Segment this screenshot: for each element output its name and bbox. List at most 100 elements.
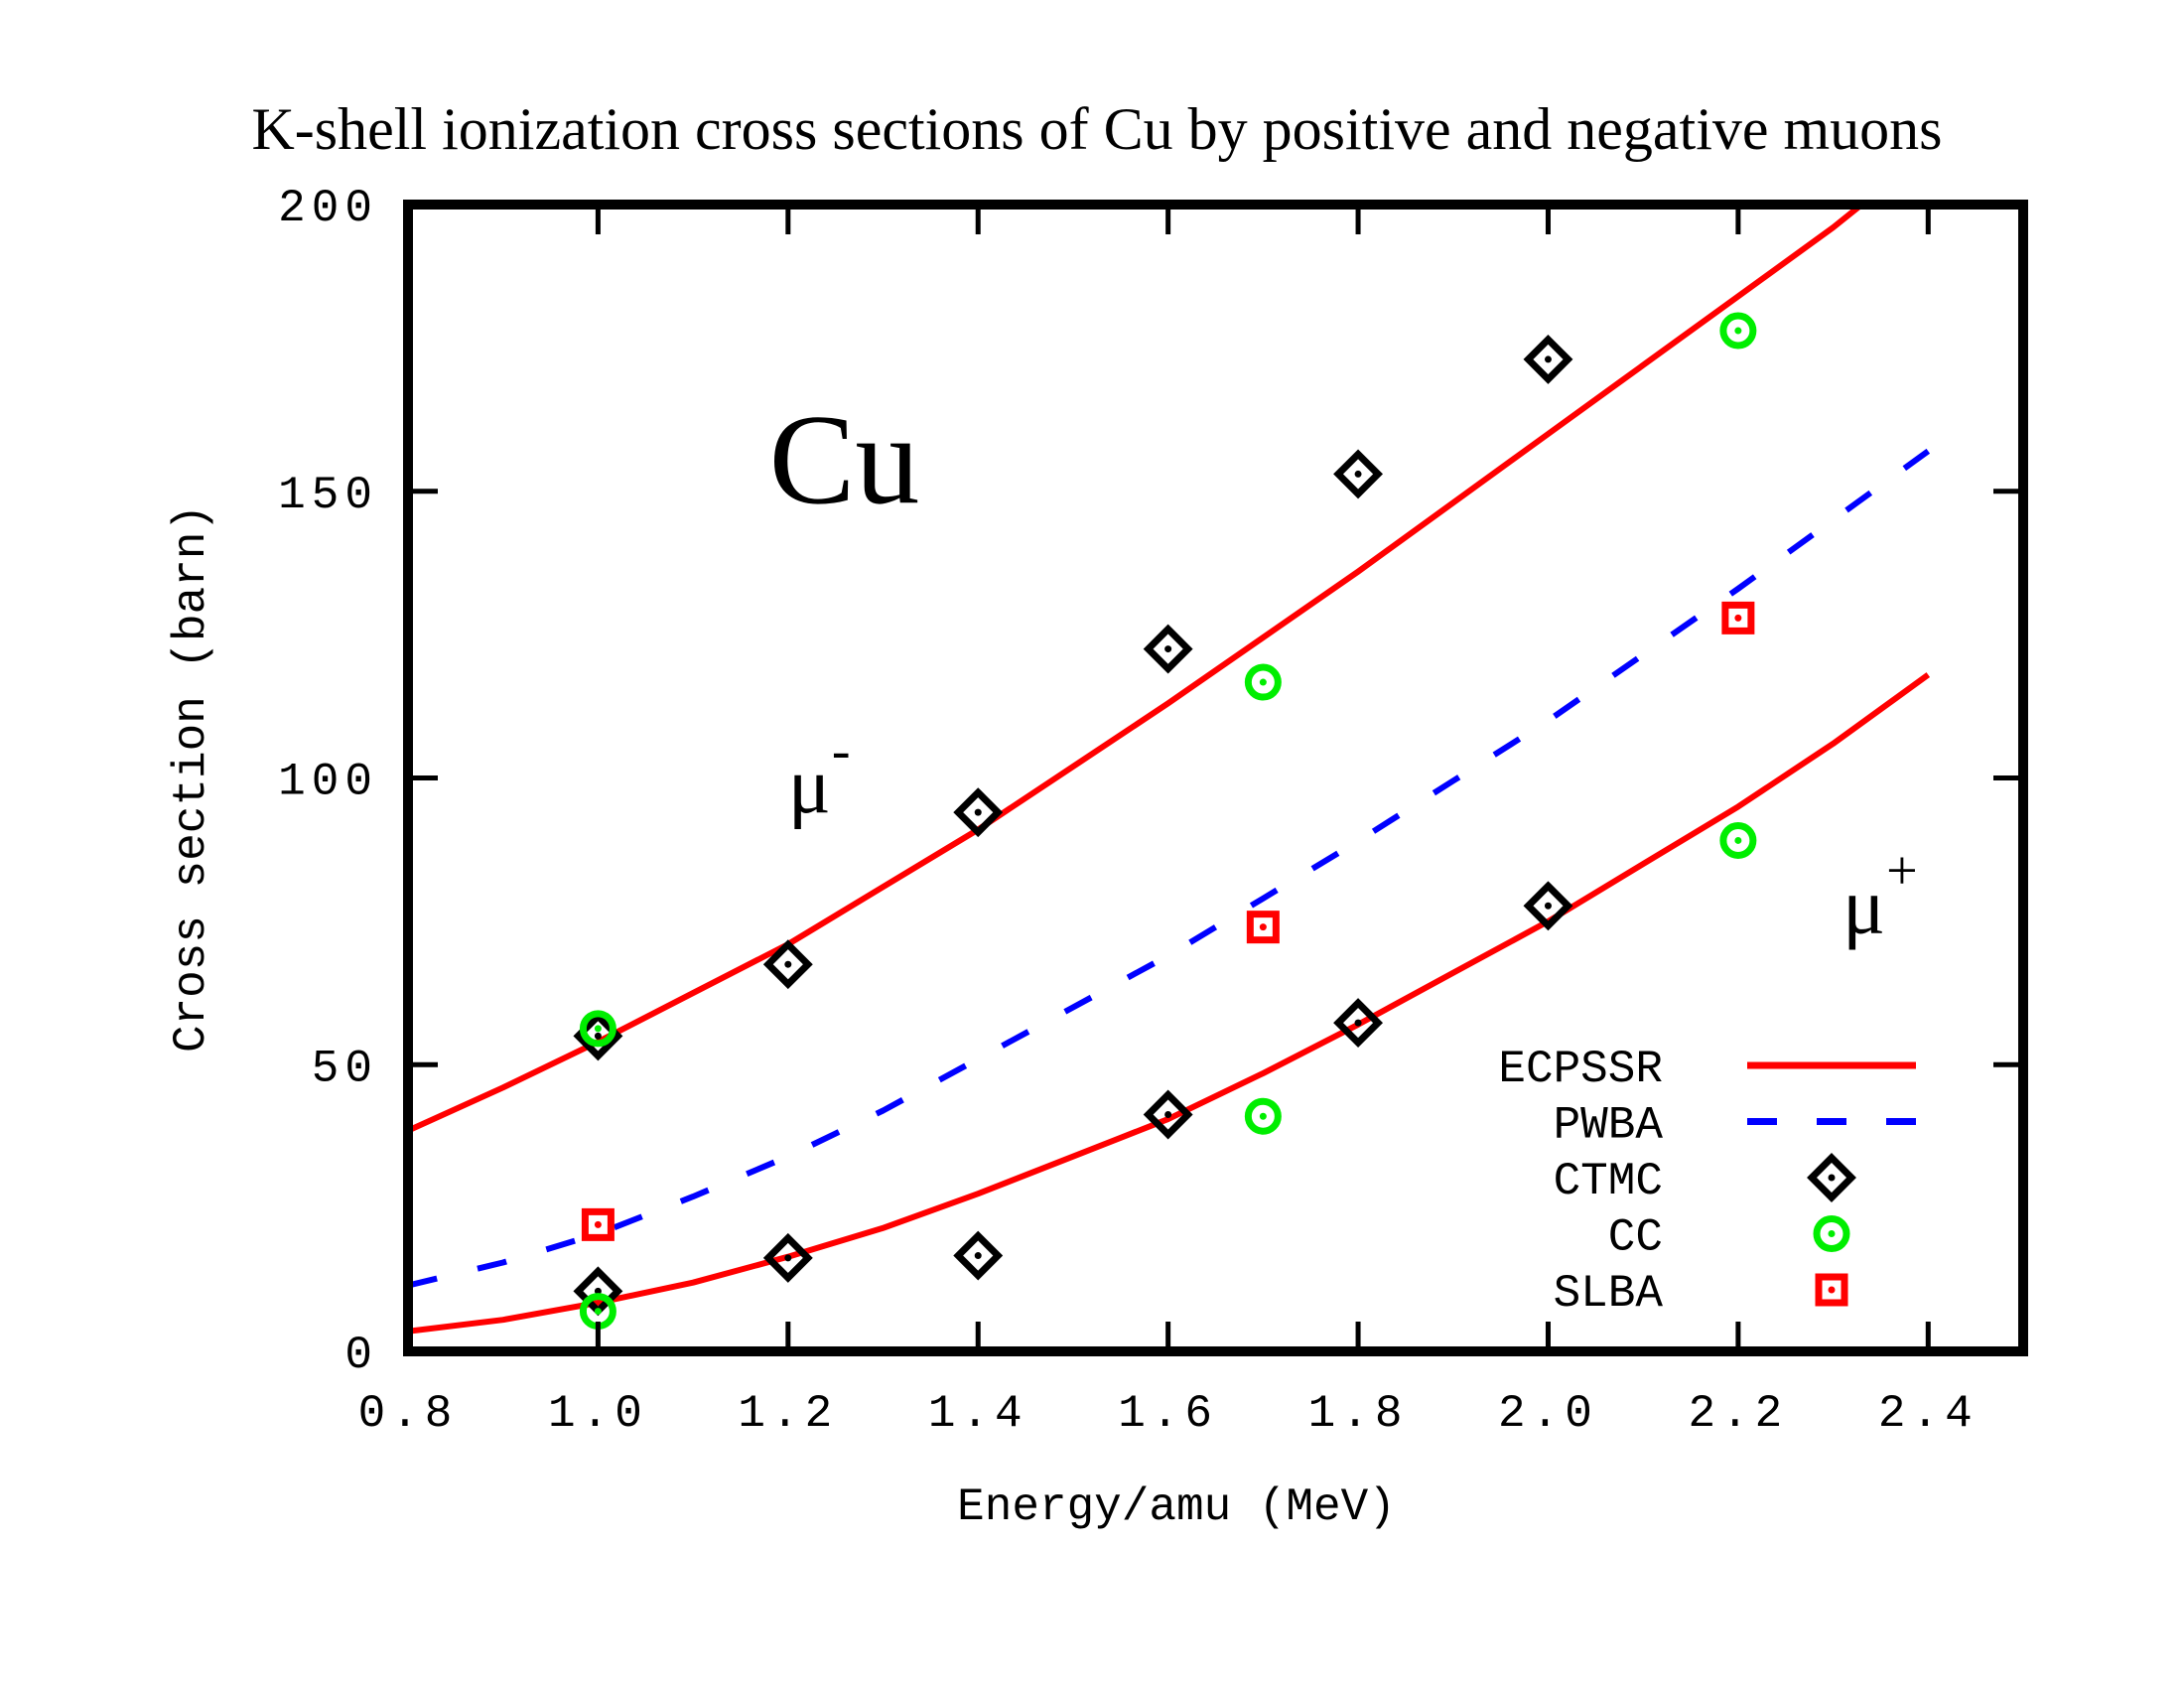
diamond-marker-shape	[1333, 449, 1384, 499]
y-tick-label: 50	[312, 1043, 378, 1094]
legend-label: CC	[1608, 1212, 1663, 1264]
x-tick-label: 2.2	[1688, 1388, 1788, 1440]
marker-center-dot	[974, 1252, 982, 1260]
diamond-marker-shape	[762, 1232, 813, 1283]
marker-center-dot	[1544, 902, 1552, 910]
marker-center-dot	[594, 1308, 602, 1316]
marker-center-dot	[1259, 923, 1267, 931]
x-axis-label: Energy/amu (MeV)	[957, 1481, 1396, 1533]
series-line-pwba	[408, 448, 1931, 1289]
data-point-cc	[1719, 821, 1757, 859]
data-point-cc	[1244, 1097, 1282, 1135]
diamond-marker-shape	[1333, 998, 1384, 1049]
square-marker-shape	[1815, 1273, 1848, 1307]
marker-center-dot	[1734, 614, 1742, 622]
data-point-ctmc	[953, 1230, 1004, 1281]
data-point-slba	[1721, 601, 1755, 634]
x-tick-label: 2.4	[1878, 1388, 1979, 1440]
diamond-marker-shape	[1143, 1089, 1193, 1140]
legend-item-ecpssr: ECPSSR	[1498, 1044, 1916, 1095]
legend-label: CTMC	[1554, 1156, 1663, 1207]
diamond-marker-shape	[1807, 1153, 1856, 1202]
y-tick-label: 0	[344, 1330, 378, 1381]
data-point-ctmc	[1143, 624, 1193, 674]
marker-center-dot	[1828, 1230, 1836, 1237]
data-point-ctmc	[1523, 334, 1573, 384]
square-marker-shape	[581, 1207, 614, 1241]
series-line-ecpssr-mu-plus	[408, 672, 1931, 1335]
circle-marker-shape	[1813, 1215, 1850, 1252]
data-point-cc	[579, 1010, 616, 1048]
x-tick-label: 1.6	[1118, 1388, 1218, 1440]
legend-swatch-marker	[1813, 1215, 1850, 1252]
diamond-marker-shape	[1143, 624, 1193, 674]
circle-marker-shape	[1244, 1097, 1282, 1135]
marker-center-dot	[1734, 836, 1742, 844]
x-tick-label: 1.0	[548, 1388, 648, 1440]
data-point-ctmc	[1523, 881, 1573, 931]
legend-label: ECPSSR	[1498, 1044, 1663, 1095]
marker-center-dot	[594, 1032, 602, 1040]
marker-center-dot	[1828, 1174, 1836, 1182]
legend-swatch-marker	[1815, 1273, 1848, 1307]
circle-marker-shape	[579, 1010, 616, 1048]
diamond-marker-shape	[1523, 334, 1573, 384]
mu-symbol: μ	[1843, 863, 1885, 950]
x-tick-label: 1.4	[928, 1388, 1028, 1440]
data-point-ctmc	[1143, 1089, 1193, 1140]
mu-symbol: μ	[788, 743, 831, 830]
data-point-ctmc	[1333, 449, 1384, 499]
data-point-slba	[1246, 911, 1280, 944]
chart-title: K-shell ionization cross sections of Cu …	[251, 96, 1942, 162]
marker-center-dot	[784, 960, 792, 968]
element-label-cu: Cu	[769, 388, 920, 531]
data-point-ctmc	[762, 939, 813, 990]
marker-center-dot	[1354, 470, 1362, 478]
diamond-marker-shape	[1523, 881, 1573, 931]
data-point-cc	[1244, 663, 1282, 701]
legend-item-pwba: PWBA	[1554, 1100, 1916, 1152]
square-marker-shape	[1721, 601, 1755, 634]
diamond-marker-shape	[762, 939, 813, 990]
series-markers	[573, 312, 1757, 1331]
marker-center-dot	[1734, 327, 1742, 335]
marker-center-dot	[1544, 355, 1552, 363]
marker-center-dot	[974, 808, 982, 816]
particle-label-mu-minus: μ-	[788, 720, 851, 830]
y-axis-label: Cross section (barn)	[166, 504, 217, 1053]
charge-superscript: -	[832, 720, 851, 781]
circle-marker-shape	[1719, 821, 1757, 859]
marker-center-dot	[1259, 1112, 1267, 1120]
marker-center-dot	[594, 1287, 602, 1295]
marker-center-dot	[784, 1254, 792, 1262]
x-axis: 0.8 1.0 1.2 1.4 1.6 1.8 2.0 2.2 2.4	[358, 205, 1979, 1440]
legend-item-ctmc: CTMC	[1554, 1153, 1856, 1207]
data-point-ctmc	[762, 1232, 813, 1283]
y-tick-label: 200	[278, 183, 378, 234]
marker-center-dot	[594, 1025, 602, 1033]
legend-item-cc: CC	[1608, 1212, 1850, 1264]
data-point-ctmc	[1333, 998, 1384, 1049]
x-tick-label: 2.0	[1498, 1388, 1598, 1440]
legend-item-slba: SLBA	[1554, 1268, 1848, 1320]
circle-marker-shape	[1244, 663, 1282, 701]
marker-center-dot	[1164, 1110, 1172, 1118]
data-point-cc	[1719, 312, 1757, 350]
circle-marker-shape	[1719, 312, 1757, 350]
data-point-ctmc	[953, 787, 1004, 838]
legend-label: SLBA	[1554, 1268, 1664, 1320]
legend-label: PWBA	[1554, 1100, 1664, 1152]
charge-superscript: +	[1886, 840, 1918, 902]
series-line-ecpssr-mu-minus	[408, 205, 1864, 1134]
data-point-slba	[581, 1207, 614, 1241]
marker-center-dot	[1354, 1019, 1362, 1027]
plot-area	[408, 205, 1931, 1335]
diamond-marker-shape	[953, 1230, 1004, 1281]
diamond-marker-shape	[953, 787, 1004, 838]
y-tick-label: 100	[278, 757, 378, 808]
y-axis: 0 50 100 150 200	[278, 183, 2023, 1381]
annotations: Cuμ -μ +	[769, 388, 1918, 950]
x-tick-label: 1.8	[1308, 1388, 1409, 1440]
